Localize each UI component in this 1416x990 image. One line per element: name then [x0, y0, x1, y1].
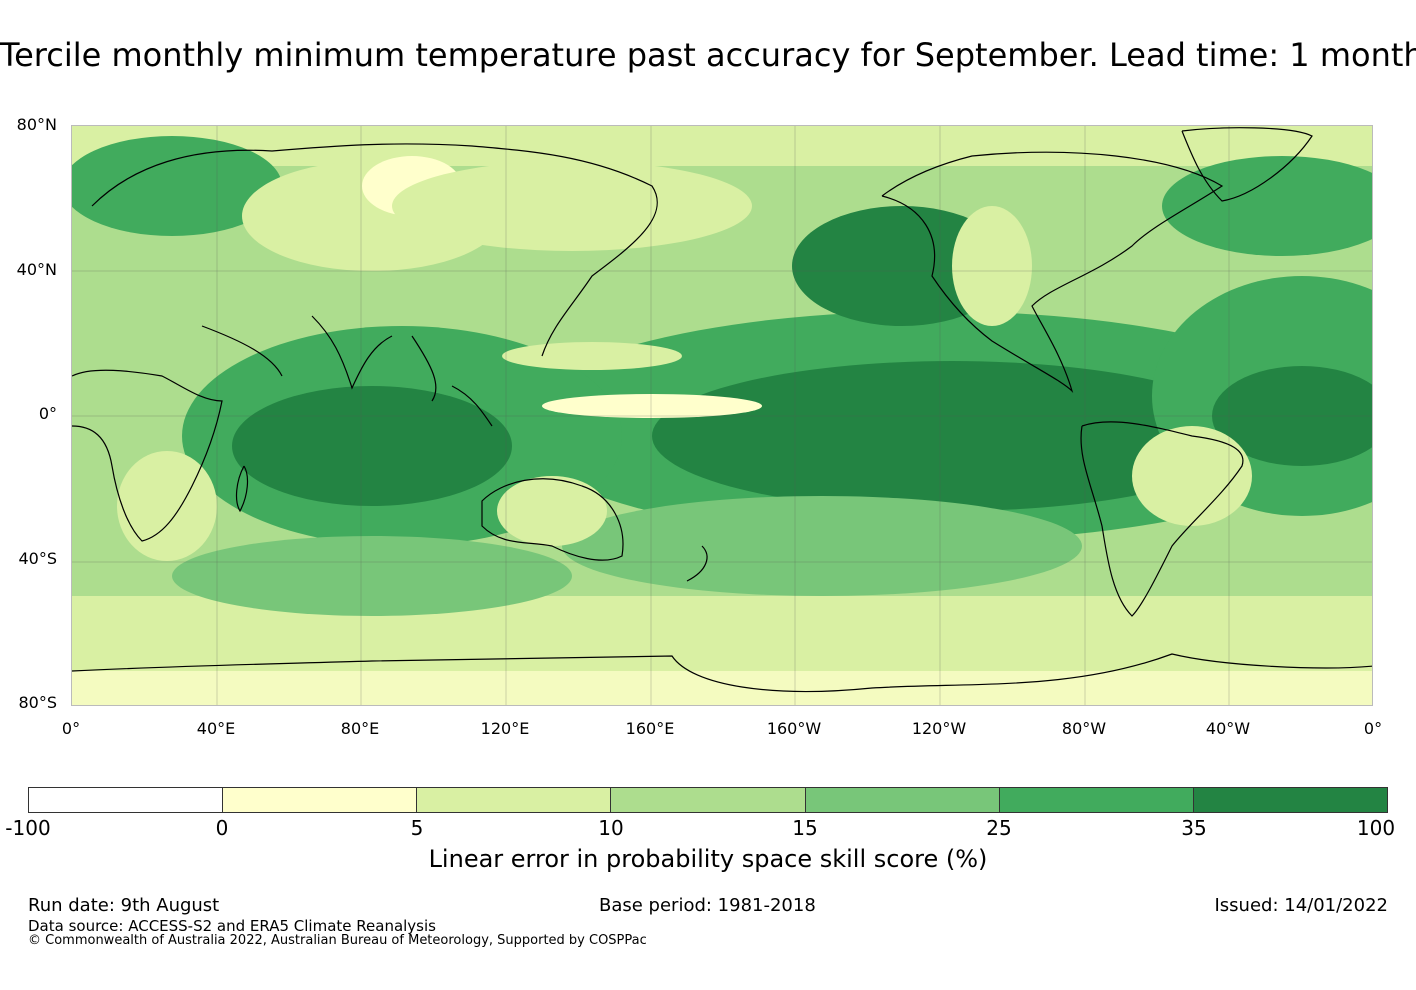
colorbar-segment — [999, 788, 1194, 812]
lon-label-80w: 80°W — [1061, 719, 1107, 738]
copyright: © Commonwealth of Australia 2022, Austra… — [28, 933, 647, 948]
lon-label-120e: 120°E — [480, 719, 530, 738]
base-period: Base period: 1981-2018 — [599, 895, 816, 916]
lat-label-40s: 40°S — [18, 549, 57, 568]
lat-label-40n: 40°N — [16, 260, 57, 279]
lon-label-40w: 40°W — [1205, 719, 1251, 738]
lon-label-160w: 160°W — [766, 719, 822, 738]
lat-label-80n: 80°N — [16, 115, 57, 134]
colorbar-tick: -100 — [5, 816, 51, 840]
page-title: Tercile monthly minimum temperature past… — [0, 36, 1416, 74]
data-source: Data source: ACCESS-S2 and ERA5 Climate … — [28, 917, 436, 935]
colorbar — [28, 787, 1388, 813]
colorbar-tick: 25 — [986, 816, 1012, 840]
lon-label-0: 0° — [61, 719, 81, 738]
colorbar-segment — [417, 788, 612, 812]
colorbar-segment — [611, 788, 806, 812]
colorbar-tick: 35 — [1181, 816, 1207, 840]
lon-label-120w: 120°W — [911, 719, 967, 738]
colorbar-tick: 5 — [410, 816, 424, 840]
colorbar-tick: 100 — [1356, 816, 1396, 840]
lon-label-40e: 40°E — [196, 719, 236, 738]
run-date: Run date: 9th August — [28, 895, 220, 916]
lon-label-0-right: 0° — [1363, 719, 1383, 738]
colorbar-segment — [223, 788, 418, 812]
colorbar-segment — [805, 788, 1000, 812]
colorbar-tick: 15 — [792, 816, 818, 840]
colorbar-tick: 10 — [598, 816, 624, 840]
map-canvas — [72, 126, 1372, 705]
lat-label-eq: 0° — [38, 404, 57, 423]
colorbar-segment — [29, 788, 224, 812]
lat-label-80s: 80°S — [18, 693, 57, 712]
lon-label-80e: 80°E — [340, 719, 380, 738]
skill-score-map — [71, 125, 1373, 706]
colorbar-segment — [1193, 788, 1387, 812]
lon-label-160e: 160°E — [625, 719, 675, 738]
colorbar-label: Linear error in probability space skill … — [428, 845, 988, 873]
issued-date: Issued: 14/01/2022 — [1214, 895, 1388, 916]
colorbar-tick: 0 — [215, 816, 229, 840]
